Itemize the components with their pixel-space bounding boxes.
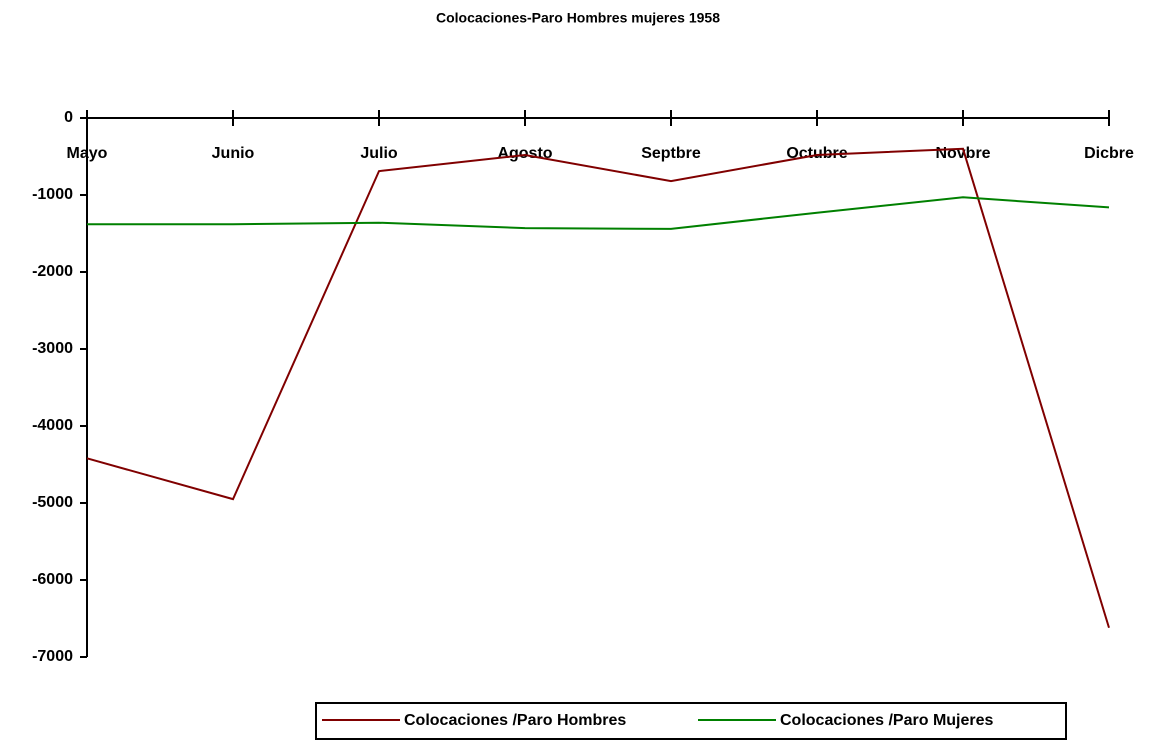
x-tick-label: Septbre [641, 145, 701, 162]
y-tick-label: -4000 [32, 417, 73, 434]
x-tick-label: Dicbre [1084, 145, 1134, 162]
y-tick-label: -7000 [32, 648, 73, 665]
line [87, 196, 1110, 230]
legend-box [315, 702, 1067, 740]
y-tick-label: 0 [64, 109, 73, 126]
x-tick-label: Mayo [67, 145, 108, 162]
x-tick-label: Novbre [935, 145, 990, 162]
y-tick-label: -5000 [32, 494, 73, 511]
legend-label: Colocaciones /Paro Mujeres [780, 712, 994, 729]
chart-title: Colocaciones-Paro Hombres mujeres 1958 [436, 10, 720, 26]
y-tick-label: -2000 [32, 263, 73, 280]
y-tick-label: -6000 [32, 571, 73, 588]
x-tick-label: Agosto [497, 145, 552, 162]
x-tick-label: Junio [212, 145, 255, 162]
y-tick-label: -1000 [32, 186, 73, 203]
line [86, 147, 1110, 629]
y-tick-label: -3000 [32, 340, 73, 357]
legend-label: Colocaciones /Paro Hombres [404, 712, 626, 729]
x-tick-label: Julio [360, 145, 398, 162]
